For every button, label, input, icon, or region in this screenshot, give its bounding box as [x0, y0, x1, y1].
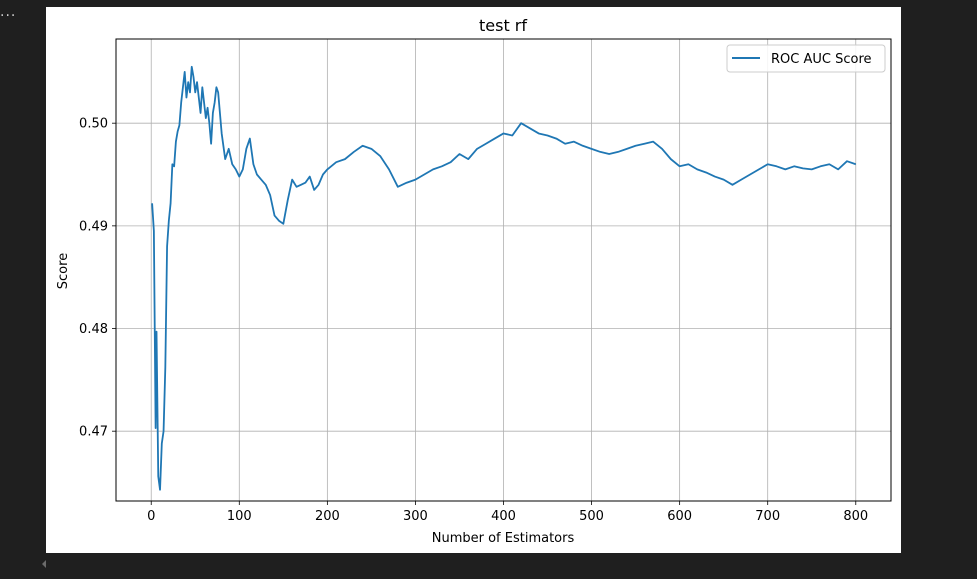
y-axis-label: Score [56, 253, 71, 289]
x-tick-label: 100 [227, 509, 252, 524]
x-tick-label: 0 [147, 509, 155, 524]
x-tick-label: 500 [579, 509, 604, 524]
x-tick-label: 400 [491, 509, 516, 524]
x-axis-label: Number of Estimators [432, 531, 575, 546]
chart-figure: 0 100 200 300 400 500 600 700 800 0.47 0.48 0.49 0.… [46, 7, 901, 553]
scroll-left-icon[interactable] [42, 560, 46, 568]
x-ticks: 0 100 200 300 400 500 600 700 800 [147, 501, 868, 524]
series-line [151, 65, 857, 491]
y-tick-label: 0.48 [79, 322, 108, 337]
x-tick-label: 300 [403, 509, 428, 524]
y-tick-label: 0.47 [79, 425, 108, 440]
legend: ROC AUC Score [726, 44, 886, 73]
legend-label: ROC AUC Score [771, 52, 872, 67]
x-tick-label: 700 [755, 509, 780, 524]
y-tick-label: 0.49 [79, 219, 108, 234]
more-ellipsis[interactable]: ... [0, 4, 17, 20]
line-layer [151, 65, 857, 491]
x-tick-label: 600 [667, 509, 692, 524]
chart-title: test rf [479, 16, 527, 35]
legend-box [726, 44, 886, 73]
x-tick-label: 200 [315, 509, 340, 524]
y-tick-label: 0.50 [79, 117, 108, 132]
grid-layer [116, 39, 891, 501]
y-ticks: 0.47 0.48 0.49 0.50 [79, 117, 116, 440]
line-chart: 0 100 200 300 400 500 600 700 800 0.470.480.490.… [56, 16, 892, 546]
x-tick-label: 800 [843, 509, 868, 524]
